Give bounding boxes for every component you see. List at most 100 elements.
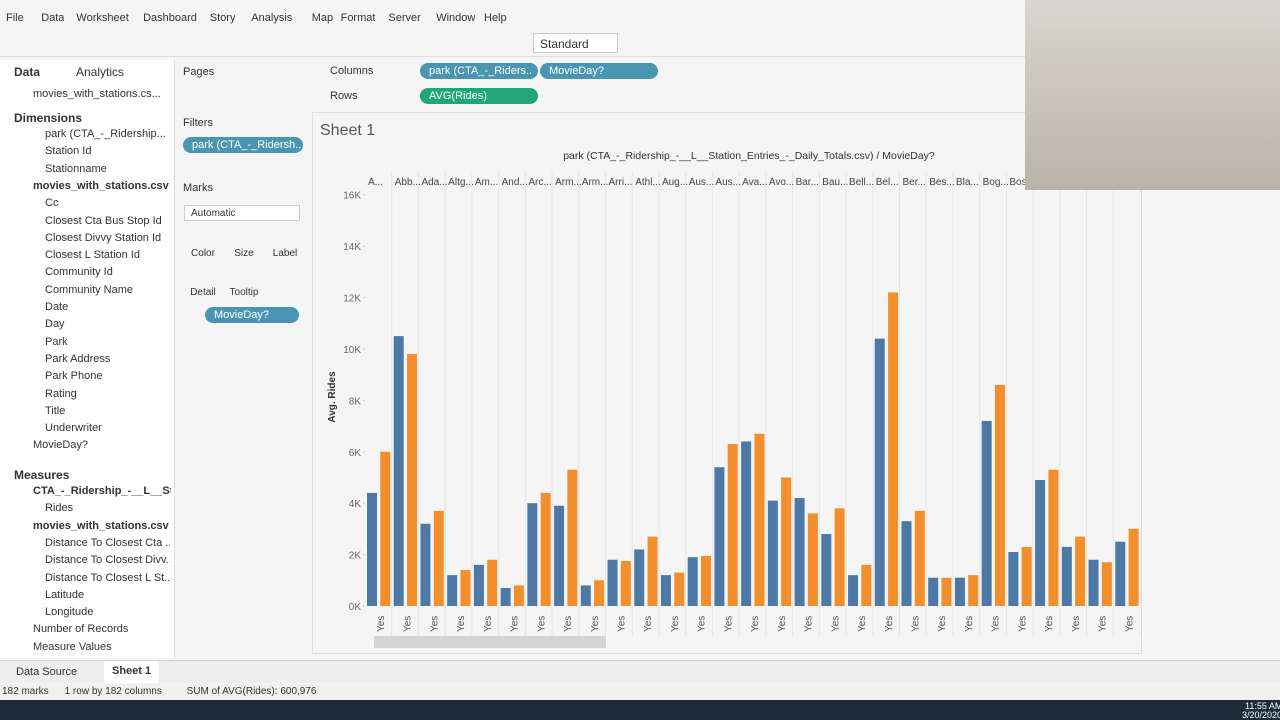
menu-item[interactable]: File — [6, 12, 24, 24]
field[interactable]: Closest L Station Id — [45, 249, 140, 262]
field[interactable]: Stationname — [45, 162, 107, 175]
menubar: File Data Worksheet Dashboard Story Analysis M… — [0, 8, 1025, 30]
field[interactable]: Number of Records — [33, 623, 129, 636]
column-header: Arc... — [528, 177, 551, 188]
status-item: 1 row by 182 columns — [64, 686, 162, 697]
x-sub-label: Yes — [510, 616, 521, 632]
table-name: movies_with_stations.csv — [33, 519, 169, 532]
mark-button[interactable]: Detail — [190, 287, 216, 298]
bar — [487, 559, 498, 606]
x-sub-label: Yes — [857, 616, 868, 632]
mark-button[interactable]: Color — [191, 248, 215, 259]
menu-item[interactable]: Worksheet — [76, 12, 129, 24]
field[interactable]: Date — [45, 301, 69, 313]
shelf-pill[interactable]: park (CTA_-_Riders.. — [420, 63, 538, 79]
x-sub-label: Yes — [670, 616, 681, 632]
column-header: Arri... — [609, 177, 633, 188]
field[interactable]: park (CTA_-_Ridership... — [45, 128, 166, 140]
field[interactable]: Title — [45, 404, 66, 417]
bar — [767, 500, 778, 606]
field[interactable]: Closest Cta Bus Stop Id — [45, 214, 162, 227]
shelf-pill[interactable]: MovieDay? — [540, 63, 658, 79]
clock-time: 11:55 AM — [1245, 701, 1280, 711]
mark-button[interactable]: Label — [272, 248, 298, 259]
menu-item[interactable]: Window — [436, 12, 476, 24]
column-header: And... — [502, 177, 528, 188]
y-tick-label: 10K — [343, 345, 361, 356]
field[interactable]: Measure Values — [33, 640, 112, 653]
column-header: Bar... — [796, 177, 819, 188]
y-tick-label: 4K — [349, 499, 362, 510]
data-source-tab[interactable]: Data Source — [16, 666, 78, 678]
bar — [567, 469, 578, 606]
x-sub-label: Yes — [804, 616, 815, 632]
bar — [407, 354, 418, 606]
menu-item[interactable]: Map — [311, 12, 334, 24]
column-header: Aus... — [715, 177, 741, 188]
x-sub-label: Yes — [429, 616, 440, 632]
field[interactable]: Community Name — [45, 283, 134, 296]
column-header: Ada... — [421, 177, 447, 188]
field[interactable]: Community Id — [45, 266, 113, 279]
menu-item[interactable]: Story — [209, 12, 236, 24]
column-header: Bog... — [983, 177, 1009, 188]
filter-pill[interactable]: park (CTA_-_Ridersh.. — [183, 137, 303, 153]
field[interactable]: Closest Divvy Station Id — [45, 231, 162, 244]
field[interactable]: Park — [45, 335, 68, 348]
analytics-tab[interactable]: Analytics — [76, 65, 125, 79]
table-name: movies_with_stations.csv — [33, 179, 169, 192]
column-header: Abb... — [395, 177, 421, 188]
data-tab[interactable]: Data — [14, 65, 41, 79]
mark-button[interactable]: Size — [234, 248, 254, 259]
shelf-pill[interactable]: AVG(Rides) — [420, 88, 538, 104]
bar — [620, 561, 631, 606]
field[interactable]: Day — [45, 318, 65, 331]
field[interactable]: Longitude — [45, 606, 94, 619]
column-header: Bel... — [876, 177, 899, 188]
menu-item[interactable]: Analysis — [251, 12, 293, 24]
chart-title: park (CTA_-_Ridership_-__L__Station_Entr… — [563, 150, 935, 162]
field[interactable]: Cc — [45, 197, 59, 210]
field[interactable]: Distance To Closest Cta ... — [45, 536, 170, 549]
fit-dropdown[interactable]: Standard — [533, 33, 618, 53]
shelf-label: Columns — [330, 65, 374, 77]
x-sub-label: Yes — [910, 616, 921, 632]
bar — [1088, 559, 1099, 606]
bar — [540, 492, 551, 606]
field[interactable]: MovieDay? — [33, 439, 89, 452]
bar — [954, 577, 965, 606]
menu-item[interactable]: Dashboard — [143, 12, 197, 24]
x-sub-label: Yes — [937, 616, 948, 632]
y-tick-label: 0K — [349, 602, 362, 613]
mark-type[interactable]: Automatic — [184, 205, 300, 221]
field[interactable]: Latitude — [45, 588, 85, 601]
menu-item[interactable]: Help — [484, 12, 507, 24]
field[interactable]: Park Phone — [45, 370, 103, 383]
menu-item[interactable]: Format — [340, 12, 376, 24]
field[interactable]: Park Address — [45, 352, 111, 365]
field[interactable]: Station Id — [45, 145, 92, 158]
bar — [433, 510, 444, 606]
menu-item[interactable]: Data — [41, 12, 65, 24]
bar — [660, 575, 671, 606]
field[interactable]: Underwriter — [45, 422, 102, 435]
sheet-tabs: Data Source Sheet 1 — [0, 660, 1280, 683]
bar — [473, 564, 484, 606]
y-tick-label: 16K — [343, 191, 361, 202]
x-sub-label: Yes — [1017, 616, 1028, 632]
field[interactable]: Distance To Closest Divv... — [45, 554, 170, 567]
mark-button[interactable]: Tooltip — [229, 287, 259, 298]
marks-title: Marks — [183, 182, 213, 194]
y-tick-label: 2K — [349, 551, 362, 562]
sheet-tab[interactable]: Sheet 1 — [104, 661, 160, 683]
status-bar: 182 marks 1 row by 182 columns SUM of AVG(… — [0, 684, 1280, 700]
field[interactable]: Rating — [45, 387, 77, 400]
x-sub-label: Yes — [1044, 616, 1055, 632]
field[interactable]: Distance To Closest L St... — [45, 571, 170, 584]
field[interactable]: Rides — [45, 502, 74, 515]
bar — [794, 498, 805, 606]
mark-pill[interactable]: MovieDay? — [205, 307, 299, 323]
table-name: CTA_-_Ridership_-__L__St... — [33, 485, 171, 497]
menu-item[interactable]: Server — [388, 12, 421, 24]
